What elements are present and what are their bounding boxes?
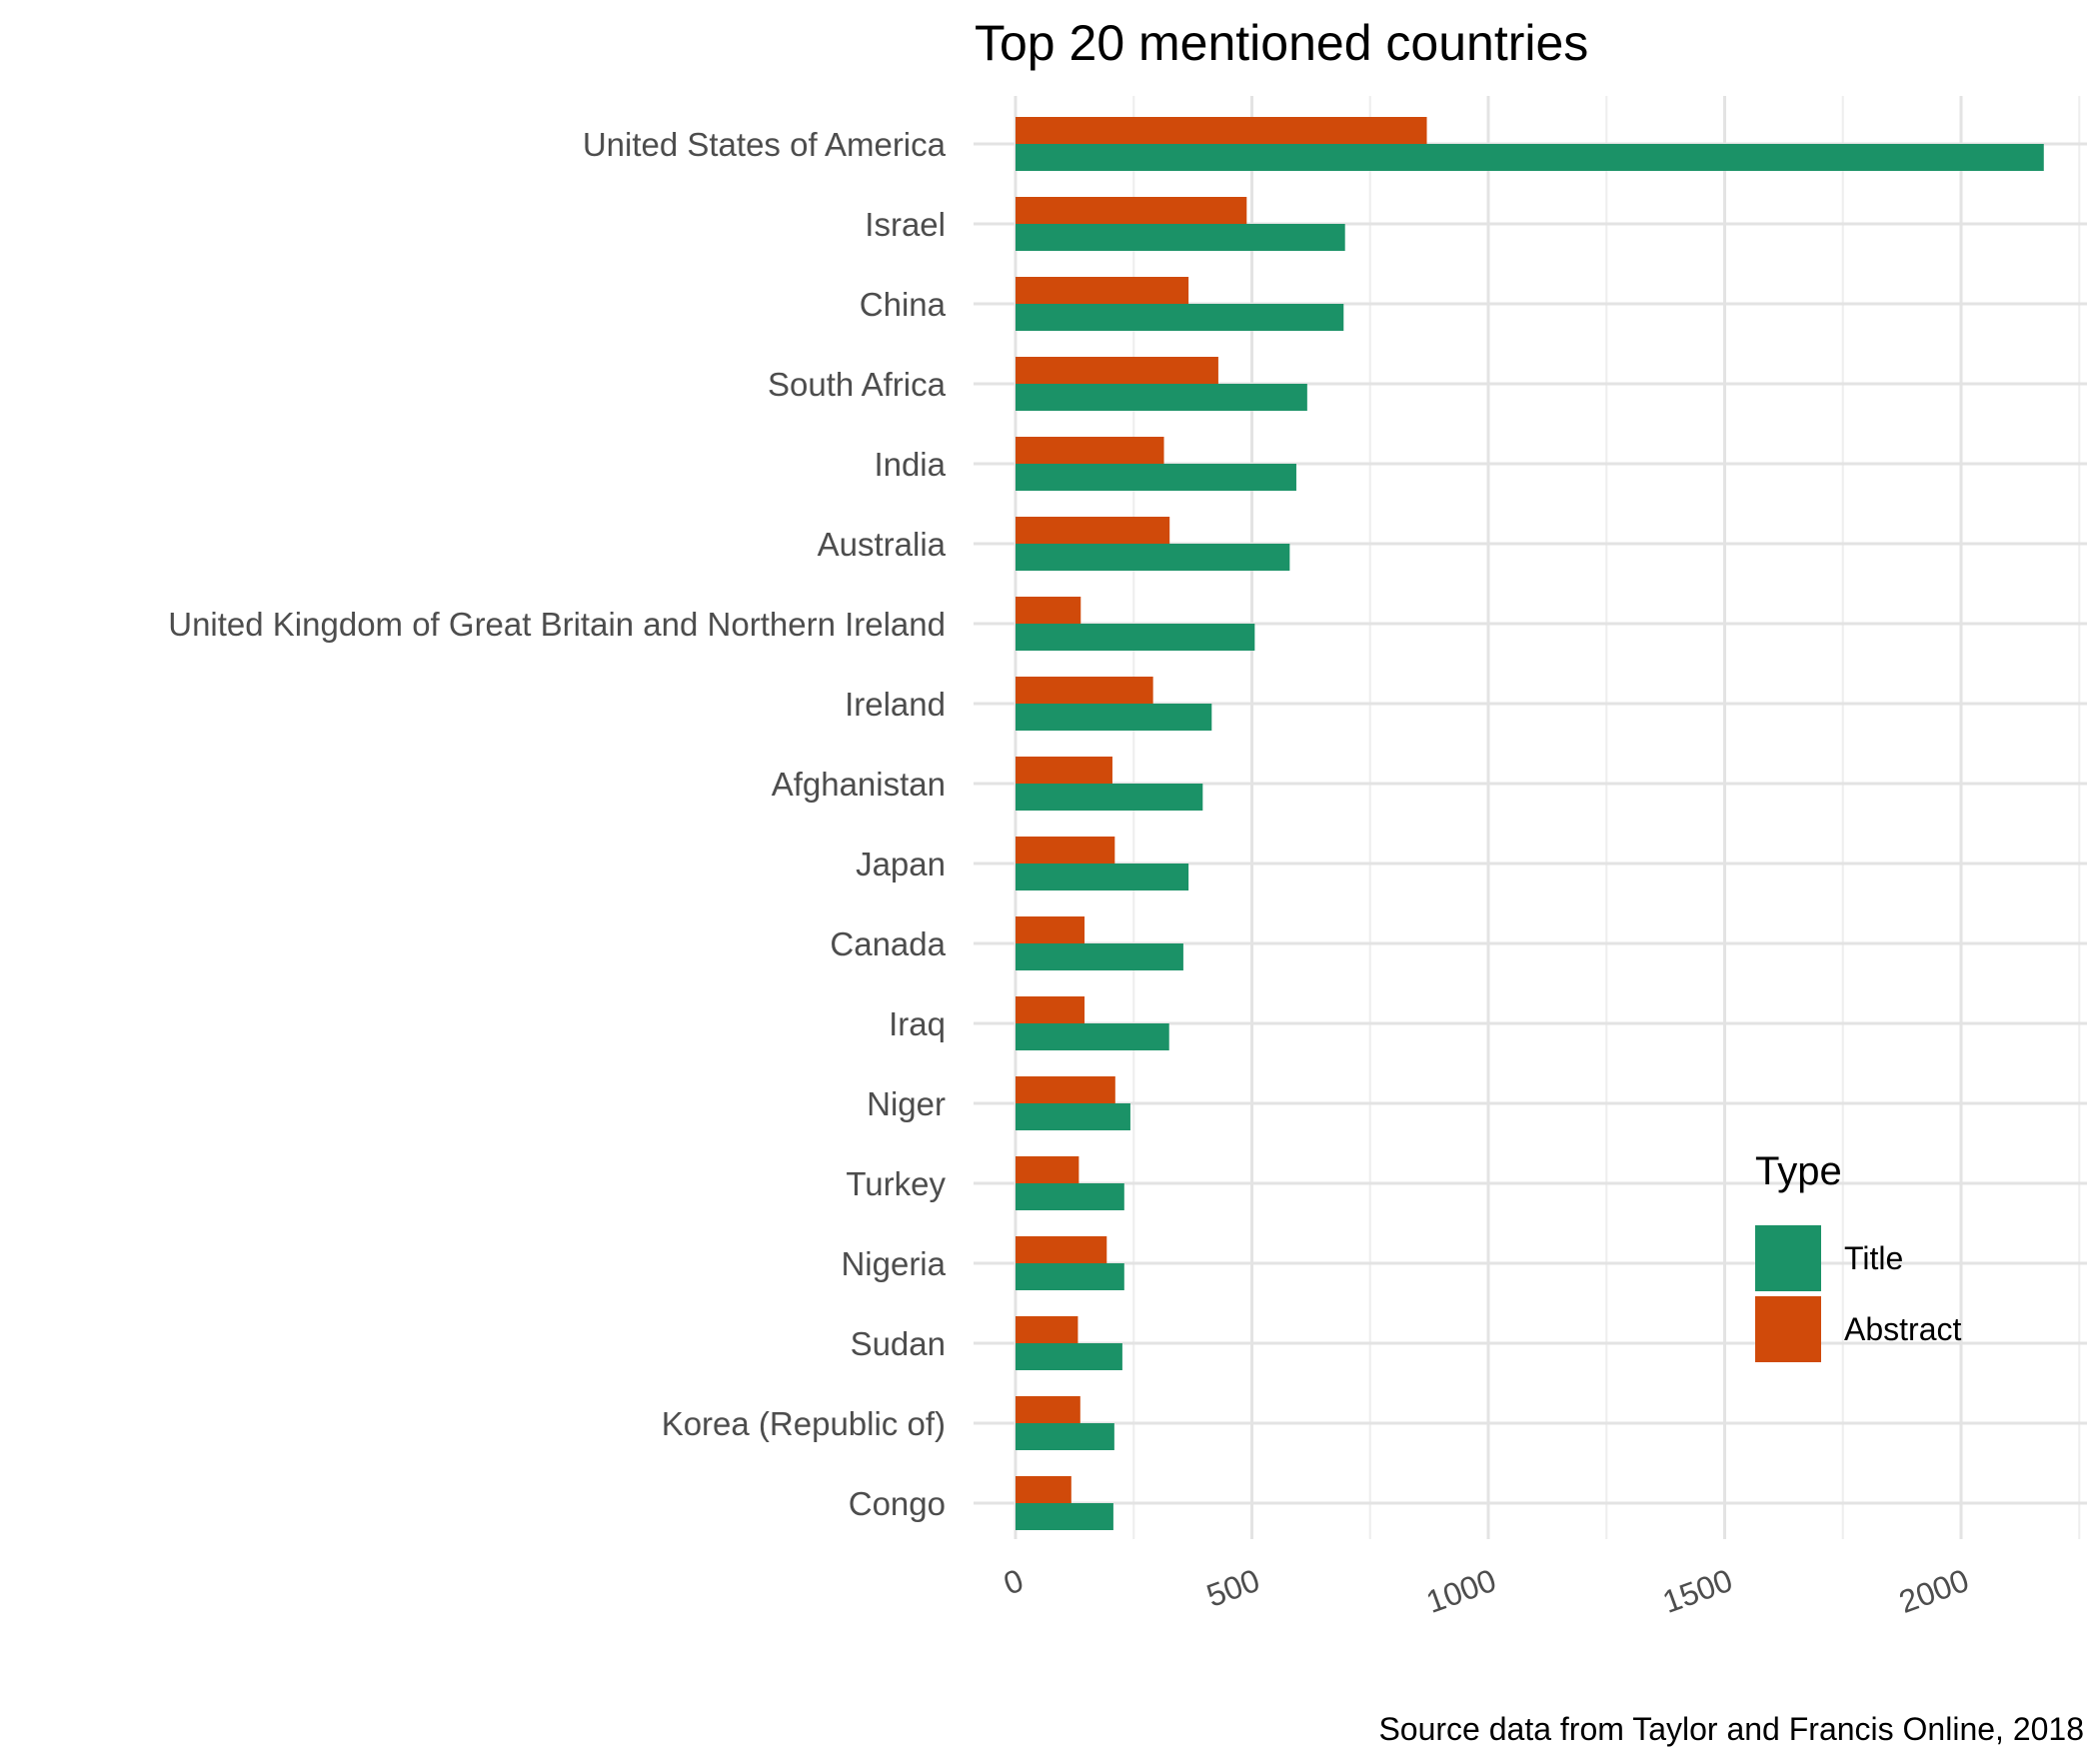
bar-title-united-states-of-america: [1016, 144, 2044, 171]
bar-title-iraq: [1016, 1023, 1169, 1050]
bar-title-sudan: [1016, 1343, 1122, 1370]
bar-abstract-turkey: [1016, 1156, 1079, 1183]
category-label-south-africa: South Africa: [768, 366, 947, 403]
bar-title-niger: [1016, 1103, 1130, 1130]
x-tick-label-0: 0: [999, 1562, 1028, 1602]
bar-title-australia: [1016, 544, 1290, 571]
category-labels: United States of America Israel China South…: [168, 126, 946, 1522]
legend-label-title: Title: [1844, 1240, 1903, 1276]
bar-abstract-israel: [1016, 197, 1247, 224]
category-label-united-kingdom-of-great-britain-and-northern-ireland: United Kingdom of Great Britain and Nort…: [168, 606, 946, 643]
bar-abstract-australia: [1016, 517, 1170, 544]
bar-abstract-iraq: [1016, 996, 1085, 1023]
bar-abstract-south-africa: [1016, 357, 1218, 384]
bar-title-india: [1016, 464, 1296, 491]
x-tick-label-500: 500: [1201, 1562, 1263, 1614]
bar-title-israel: [1016, 224, 1345, 251]
category-label-congo: Congo: [849, 1485, 946, 1522]
category-label-united-states-of-america: United States of America: [583, 126, 947, 163]
category-label-iraq: Iraq: [889, 1005, 946, 1042]
category-label-afghanistan: Afghanistan: [772, 766, 946, 803]
bar-abstract-ireland: [1016, 677, 1153, 704]
bar-title-afghanistan: [1016, 784, 1203, 811]
bar-title-ireland: [1016, 704, 1212, 731]
category-label-sudan: Sudan: [851, 1325, 946, 1362]
bar-abstract-india: [1016, 437, 1164, 464]
x-tick-label-1000: 1000: [1421, 1562, 1500, 1620]
bar-abstract-niger: [1016, 1076, 1115, 1103]
caption: Source data from Taylor and Francis Onli…: [1378, 1711, 2084, 1747]
bar-title-china: [1016, 304, 1344, 331]
category-label-ireland: Ireland: [845, 686, 946, 723]
category-label-israel: Israel: [865, 206, 946, 243]
category-label-china: China: [860, 286, 947, 323]
bar-title-congo: [1016, 1503, 1113, 1530]
legend: Type Title Abstract: [1755, 1149, 1961, 1362]
legend-swatch-abstract: [1755, 1296, 1821, 1362]
bar-abstract-china: [1016, 277, 1189, 304]
bar-title-united-kingdom-of-great-britain-and-northern-ireland: [1016, 624, 1255, 651]
chart-title: Top 20 mentioned countries: [975, 15, 1588, 71]
legend-swatch-title: [1755, 1225, 1821, 1291]
x-tick-label-1500: 1500: [1658, 1562, 1737, 1620]
legend-title: Type: [1755, 1149, 1842, 1193]
bar-title-japan: [1016, 864, 1189, 890]
bar-abstract-congo: [1016, 1476, 1071, 1503]
category-label-niger: Niger: [867, 1085, 946, 1122]
bar-abstract-canada: [1016, 916, 1085, 943]
bar-abstract-nigeria: [1016, 1236, 1107, 1263]
category-label-india: India: [874, 446, 946, 483]
bar-title-nigeria: [1016, 1263, 1124, 1290]
bar-abstract-united-kingdom-of-great-britain-and-northern-ireland: [1016, 597, 1081, 624]
category-label-korea-republic-of: Korea (Republic of): [662, 1405, 946, 1442]
bar-abstract-sudan: [1016, 1316, 1078, 1343]
bar-abstract-japan: [1016, 837, 1115, 864]
bar-abstract-united-states-of-america: [1016, 117, 1427, 144]
bar-title-korea-republic-of: [1016, 1423, 1114, 1450]
category-label-turkey: Turkey: [846, 1165, 946, 1202]
bars: [1016, 117, 2044, 1530]
x-tick-label-2000: 2000: [1894, 1562, 1973, 1620]
bar-abstract-afghanistan: [1016, 757, 1112, 784]
bar-title-canada: [1016, 943, 1183, 970]
bar-title-south-africa: [1016, 384, 1307, 411]
category-label-canada: Canada: [830, 925, 946, 962]
category-label-australia: Australia: [818, 526, 947, 563]
category-label-nigeria: Nigeria: [841, 1245, 946, 1282]
bar-title-turkey: [1016, 1183, 1124, 1210]
legend-label-abstract: Abstract: [1844, 1311, 1961, 1347]
bar-abstract-korea-republic-of: [1016, 1396, 1080, 1423]
x-axis-ticks: 0 500 1000 1500 2000: [999, 1562, 1973, 1620]
category-label-japan: Japan: [856, 846, 946, 882]
